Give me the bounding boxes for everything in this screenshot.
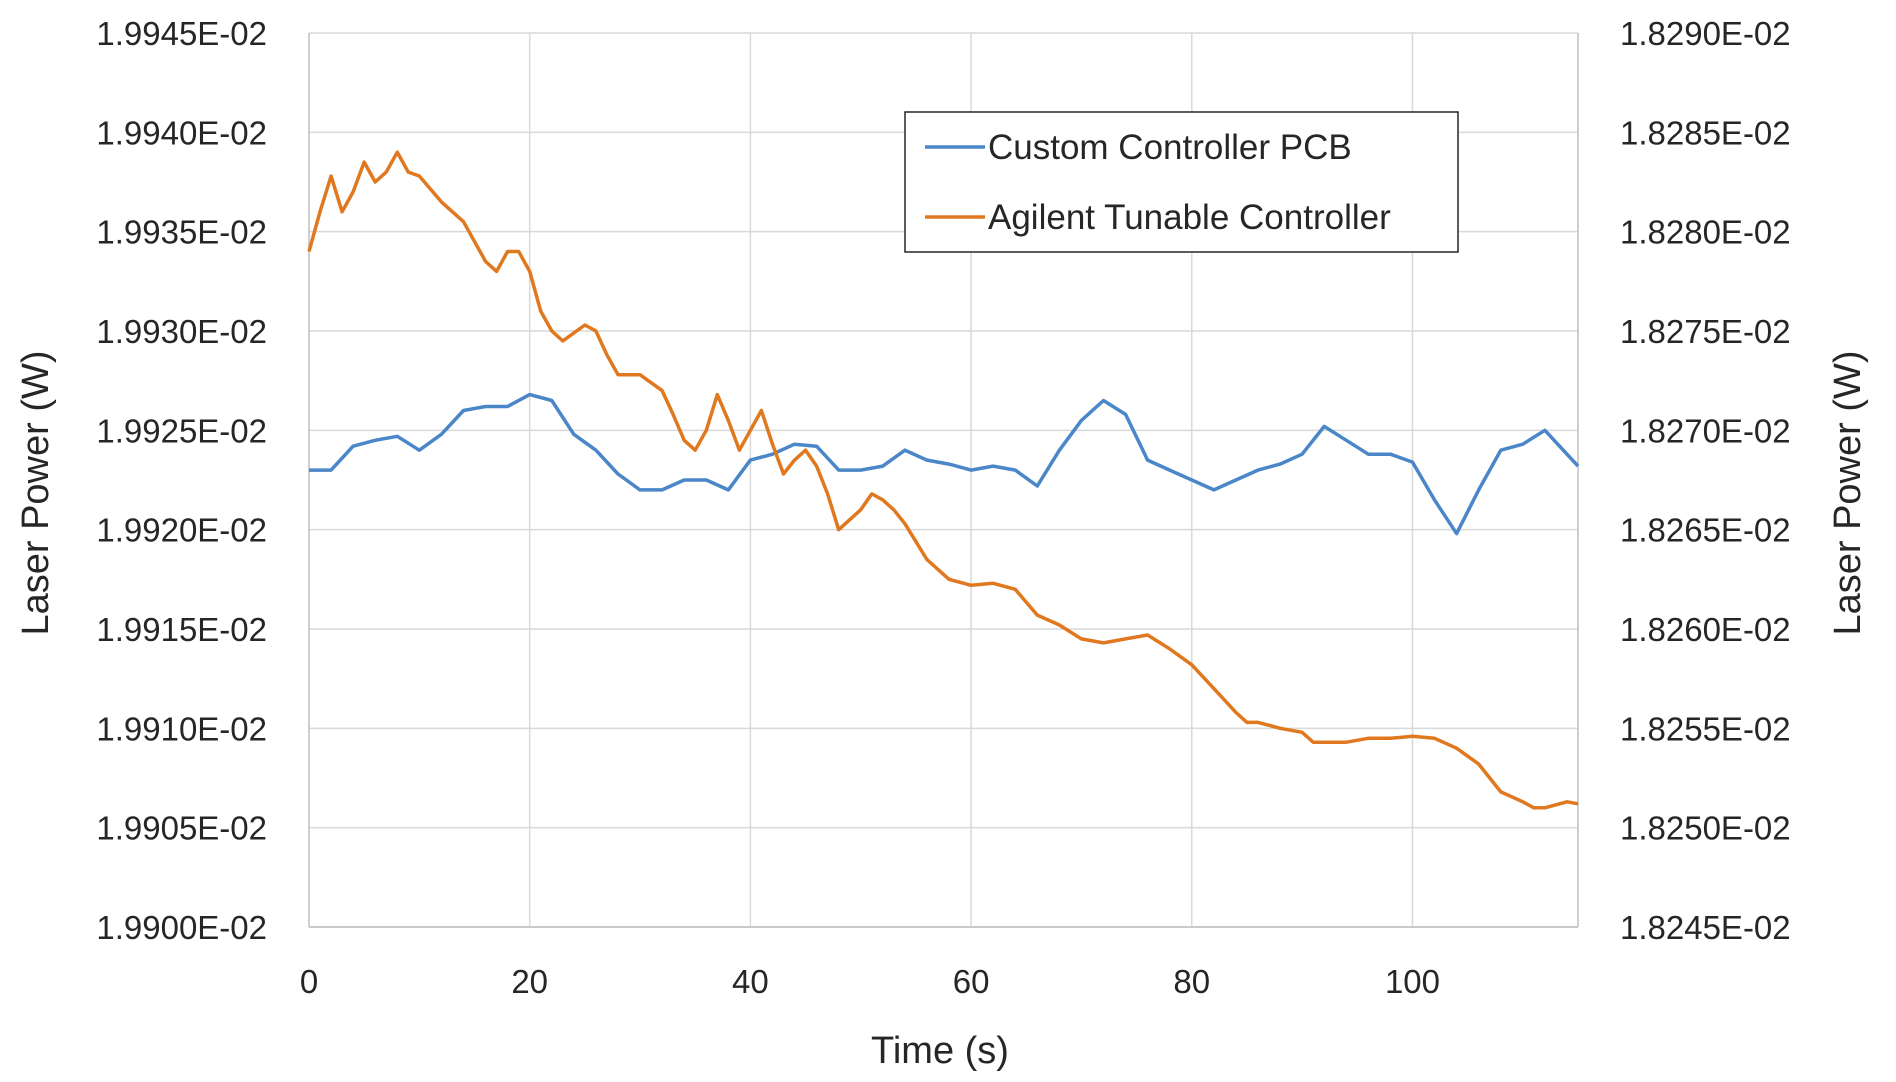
y-right-tick-label: 1.8285E-02 [1620, 114, 1791, 151]
y-right-tick-label: 1.8255E-02 [1620, 710, 1791, 747]
y-right-tick-label: 1.8265E-02 [1620, 512, 1791, 549]
series-lines [307, 150, 1580, 810]
x-tick-label: 100 [1385, 963, 1440, 1000]
y-left-tick-label: 1.9905E-02 [96, 810, 267, 847]
y-left-tick-label: 1.9900E-02 [96, 909, 267, 946]
y-right-tick-label: 1.8270E-02 [1620, 412, 1791, 449]
x-tick-label: 0 [300, 963, 318, 1000]
series-line-custom-controller-pcb [309, 392, 1580, 536]
y-right-tick-label: 1.8245E-02 [1620, 909, 1791, 946]
y-left-tick-labels: 1.9900E-02 1.9905E-02 1.9910E-02 1.9915E-02… [96, 15, 267, 946]
y-right-tick-label: 1.8250E-02 [1620, 810, 1791, 847]
series-line-agilent-tunable-controller [307, 150, 1579, 810]
y-left-tick-label: 1.9940E-02 [96, 114, 267, 151]
legend-label-custom: Custom Controller PCB [988, 128, 1352, 167]
y-right-tick-label: 1.8290E-02 [1620, 15, 1791, 52]
y-right-tick-label: 1.8275E-02 [1620, 313, 1791, 350]
legend-label-agilent: Agilent Tunable Controller [988, 198, 1391, 237]
y-axis-title-right: Laser Power (W) [1827, 350, 1869, 635]
legend-box [904, 111, 1459, 253]
y-left-tick-label: 1.9925E-02 [96, 412, 267, 449]
y-axis-title-left: Laser Power (W) [15, 350, 57, 635]
y-left-tick-label: 1.9930E-02 [96, 313, 267, 350]
x-tick-label: 20 [511, 963, 548, 1000]
y-left-tick-label: 1.9920E-02 [96, 512, 267, 549]
y-left-tick-label: 1.9945E-02 [96, 15, 267, 52]
x-tick-label: 40 [732, 963, 769, 1000]
x-tick-label: 60 [953, 963, 990, 1000]
x-tick-labels: 0 20 40 60 80 100 [300, 963, 1440, 1000]
x-tick-label: 80 [1173, 963, 1210, 1000]
y-left-tick-label: 1.9910E-02 [96, 710, 267, 747]
y-right-tick-labels: 1.8245E-02 1.8250E-02 1.8255E-02 1.8260E-02… [1620, 15, 1791, 946]
y-right-tick-label: 1.8280E-02 [1620, 214, 1791, 251]
y-left-tick-label: 1.9915E-02 [96, 611, 267, 648]
x-axis-title: Time (s) [871, 1030, 1009, 1072]
y-left-tick-label: 1.9935E-02 [96, 214, 267, 251]
legend: Custom Controller PCB Agilent Tunable Co… [904, 111, 1459, 253]
y-right-tick-label: 1.8260E-02 [1620, 611, 1791, 648]
